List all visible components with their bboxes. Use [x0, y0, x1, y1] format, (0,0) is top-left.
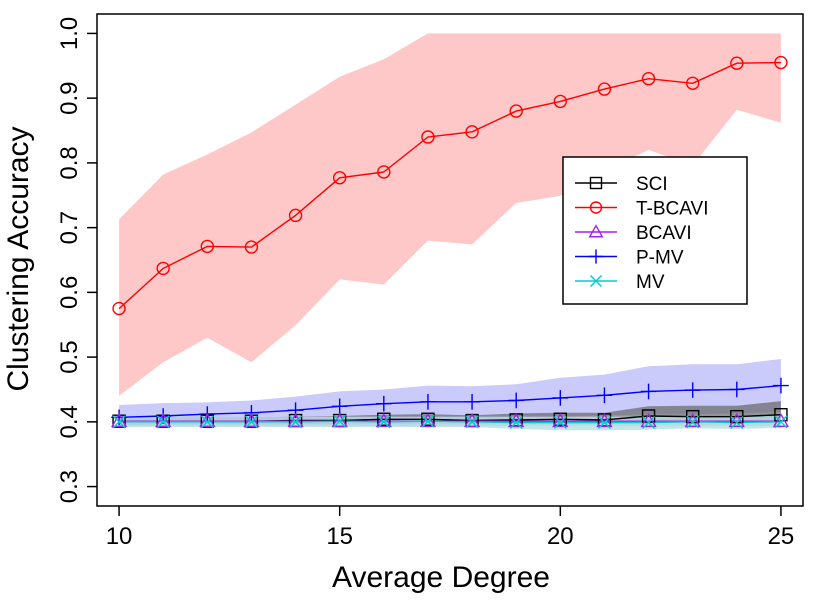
- y-tick-label-0.6: 0.6: [56, 276, 83, 309]
- point-bcavi-10: [110, 412, 128, 428]
- point-bcavi-11: [155, 412, 172, 428]
- x-tick-label-25: 25: [768, 523, 795, 550]
- y-tick-label-0.7: 0.7: [56, 211, 83, 244]
- point-bcavi-15: [331, 412, 348, 428]
- point-mv-25: [774, 415, 788, 429]
- point-mv-19: [509, 415, 523, 429]
- point-t-bcavi-24: [730, 56, 744, 70]
- point-mv-11: [156, 415, 170, 429]
- legend-label-t-bcavi: T-BCAVI: [636, 199, 709, 220]
- point-p-mv-19: [508, 392, 524, 409]
- y-tick-label-0.4: 0.4: [56, 405, 83, 438]
- x-tick-label-15: 15: [326, 523, 353, 550]
- point-mv-17: [421, 414, 435, 428]
- line-mv: [119, 420, 781, 424]
- y-tick-label-1.0: 1.0: [56, 17, 83, 50]
- legend-label-sci: SCI: [636, 174, 668, 195]
- confidence-bands: [119, 33, 781, 431]
- x-axis: 10 15 20 25: [106, 506, 795, 550]
- point-mv-15: [333, 414, 347, 428]
- point-t-bcavi-20: [553, 94, 568, 109]
- point-p-mv-21: [596, 387, 613, 404]
- point-bcavi-20: [552, 412, 569, 428]
- y-axis: 0.3 0.4 0.5 0.6 0.7 0.8 0.9 1.0: [56, 17, 97, 503]
- y-tick-label-0.9: 0.9: [56, 81, 83, 114]
- legend-marker-p-mv: [588, 249, 604, 264]
- point-t-bcavi-18: [465, 125, 479, 139]
- point-bcavi-25: [772, 412, 790, 428]
- line-p-mv: [119, 384, 781, 418]
- point-t-bcavi-15: [332, 171, 347, 185]
- point-t-bcavi-23: [685, 76, 700, 90]
- x-tick-label-10: 10: [106, 523, 133, 550]
- point-mv-14: [289, 415, 303, 429]
- point-mv-21: [597, 415, 611, 429]
- point-mv-24: [730, 415, 744, 429]
- point-p-mv-16: [376, 395, 392, 412]
- band-p-mv: [119, 359, 781, 426]
- legend-marker-bcavi: [588, 224, 604, 238]
- point-t-bcavi-11: [156, 261, 170, 276]
- point-t-bcavi-12: [200, 239, 215, 254]
- point-t-bcavi-13: [244, 240, 259, 254]
- point-p-mv-25: [773, 377, 789, 394]
- point-mv-20: [553, 415, 567, 429]
- point-bcavi-16: [375, 412, 392, 428]
- legend-label-p-mv: P-MV: [636, 248, 684, 269]
- point-bcavi-12: [199, 412, 216, 428]
- band-t-bcavi: [119, 33, 781, 396]
- x-tick-label-20: 20: [547, 523, 574, 550]
- point-t-bcavi-22: [641, 72, 656, 86]
- y-axis-title: Clustering Accuracy: [2, 126, 35, 391]
- point-p-mv-20: [552, 390, 569, 406]
- y-tick-label-0.3: 0.3: [56, 470, 83, 503]
- point-mv-12: [200, 415, 214, 429]
- point-mv-23: [686, 415, 700, 429]
- legend-label-bcavi: BCAVI: [636, 223, 692, 244]
- series-lines: [118, 61, 781, 424]
- point-t-bcavi-21: [597, 82, 612, 96]
- point-bcavi-21: [596, 412, 613, 428]
- point-t-bcavi-19: [509, 104, 523, 118]
- point-mv-18: [465, 415, 479, 429]
- line-t-bcavi: [118, 61, 781, 310]
- point-t-bcavi-17: [421, 130, 435, 144]
- point-p-mv-13: [243, 404, 260, 421]
- point-p-mv-24: [729, 381, 745, 398]
- point-p-mv-23: [684, 382, 701, 398]
- point-p-mv-17: [420, 393, 436, 410]
- point-mv-16: [377, 415, 391, 429]
- point-bcavi-22: [640, 412, 657, 428]
- legend-marker-t-bcavi: [589, 201, 603, 214]
- y-tick-label-0.8: 0.8: [56, 146, 83, 179]
- y-tick-label-0.5: 0.5: [56, 340, 83, 373]
- x-axis-title: Average Degree: [332, 561, 550, 594]
- point-p-mv-18: [464, 393, 480, 410]
- point-bcavi-14: [287, 412, 304, 428]
- point-bcavi-18: [463, 412, 481, 428]
- point-mv-22: [642, 415, 656, 429]
- point-bcavi-17: [419, 412, 437, 428]
- point-t-bcavi-14: [288, 208, 303, 223]
- point-sci-25: [774, 408, 788, 422]
- point-bcavi-23: [684, 412, 701, 428]
- legend-marker-sci: [589, 176, 603, 190]
- legend-label-mv: MV: [636, 272, 665, 293]
- point-bcavi-24: [728, 412, 745, 428]
- band-mv: [119, 416, 781, 431]
- point-mv-10: [112, 415, 126, 429]
- point-bcavi-13: [243, 412, 260, 428]
- point-t-bcavi-25: [774, 55, 788, 70]
- legend: SCI T-BCAVI BCAVI P-MV MV: [562, 156, 748, 305]
- plot-frame: [96, 13, 804, 507]
- legend-marker-mv: [590, 275, 602, 287]
- point-bcavi-19: [508, 412, 525, 428]
- series-markers: [110, 55, 790, 429]
- point-t-bcavi-16: [377, 165, 391, 179]
- point-p-mv-22: [640, 383, 657, 400]
- point-mv-13: [244, 415, 258, 429]
- point-t-bcavi-10: [112, 301, 126, 316]
- point-p-mv-15: [331, 398, 348, 415]
